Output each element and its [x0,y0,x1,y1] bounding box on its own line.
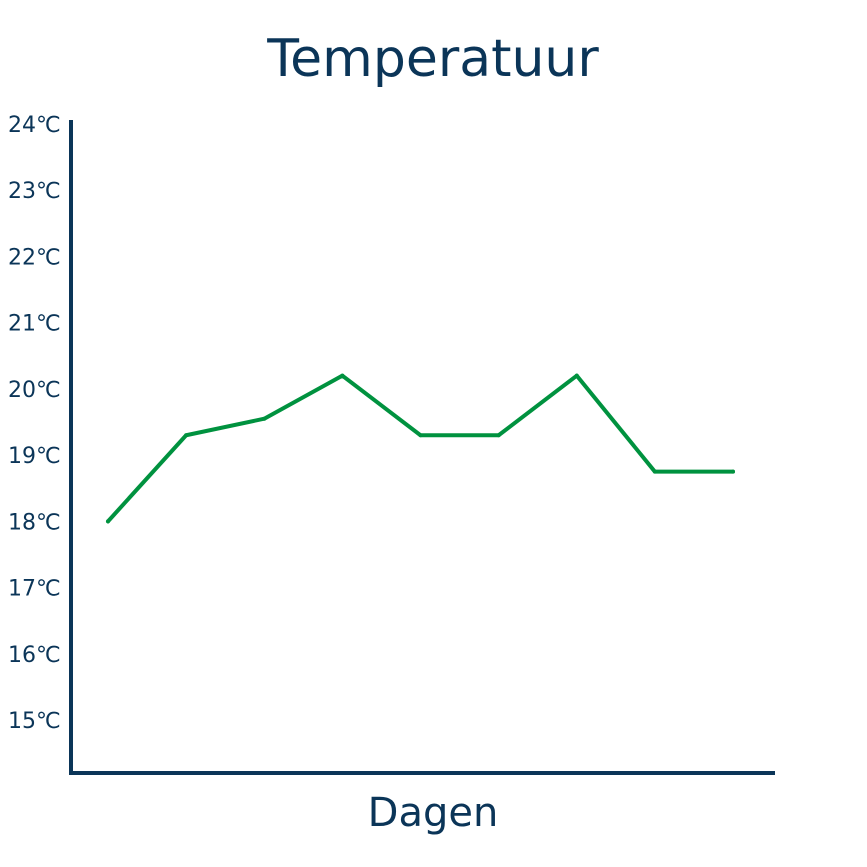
series-layer [106,373,735,524]
y-tick-label: 19℃ [8,444,61,469]
data-point [652,469,657,474]
x-axis-label: Dagen [368,790,499,836]
data-point [418,433,423,438]
data-point [340,373,345,378]
y-axis-ticks: 15℃ 16℃ 17℃ 18℃ 19℃ 20℃ 21℃ 22℃ 23℃ 24℃ [8,113,61,734]
y-tick-label: 24℃ [8,113,61,138]
y-tick-label: 20℃ [8,378,61,403]
y-tick-label: 22℃ [8,245,61,270]
data-point [106,519,110,524]
y-tick-label: 21℃ [8,312,61,337]
data-point [731,469,735,474]
chart-title: Temperatuur [266,29,599,89]
y-tick-label: 23℃ [8,179,61,204]
y-tick-label: 17℃ [8,577,61,602]
y-tick-label: 15℃ [8,709,61,734]
y-tick-label: 18℃ [8,510,61,535]
series-line [106,373,735,524]
data-point [262,416,267,421]
data-point [496,433,501,438]
data-point [574,373,579,378]
data-point [184,433,189,438]
y-tick-label: 16℃ [8,643,61,668]
